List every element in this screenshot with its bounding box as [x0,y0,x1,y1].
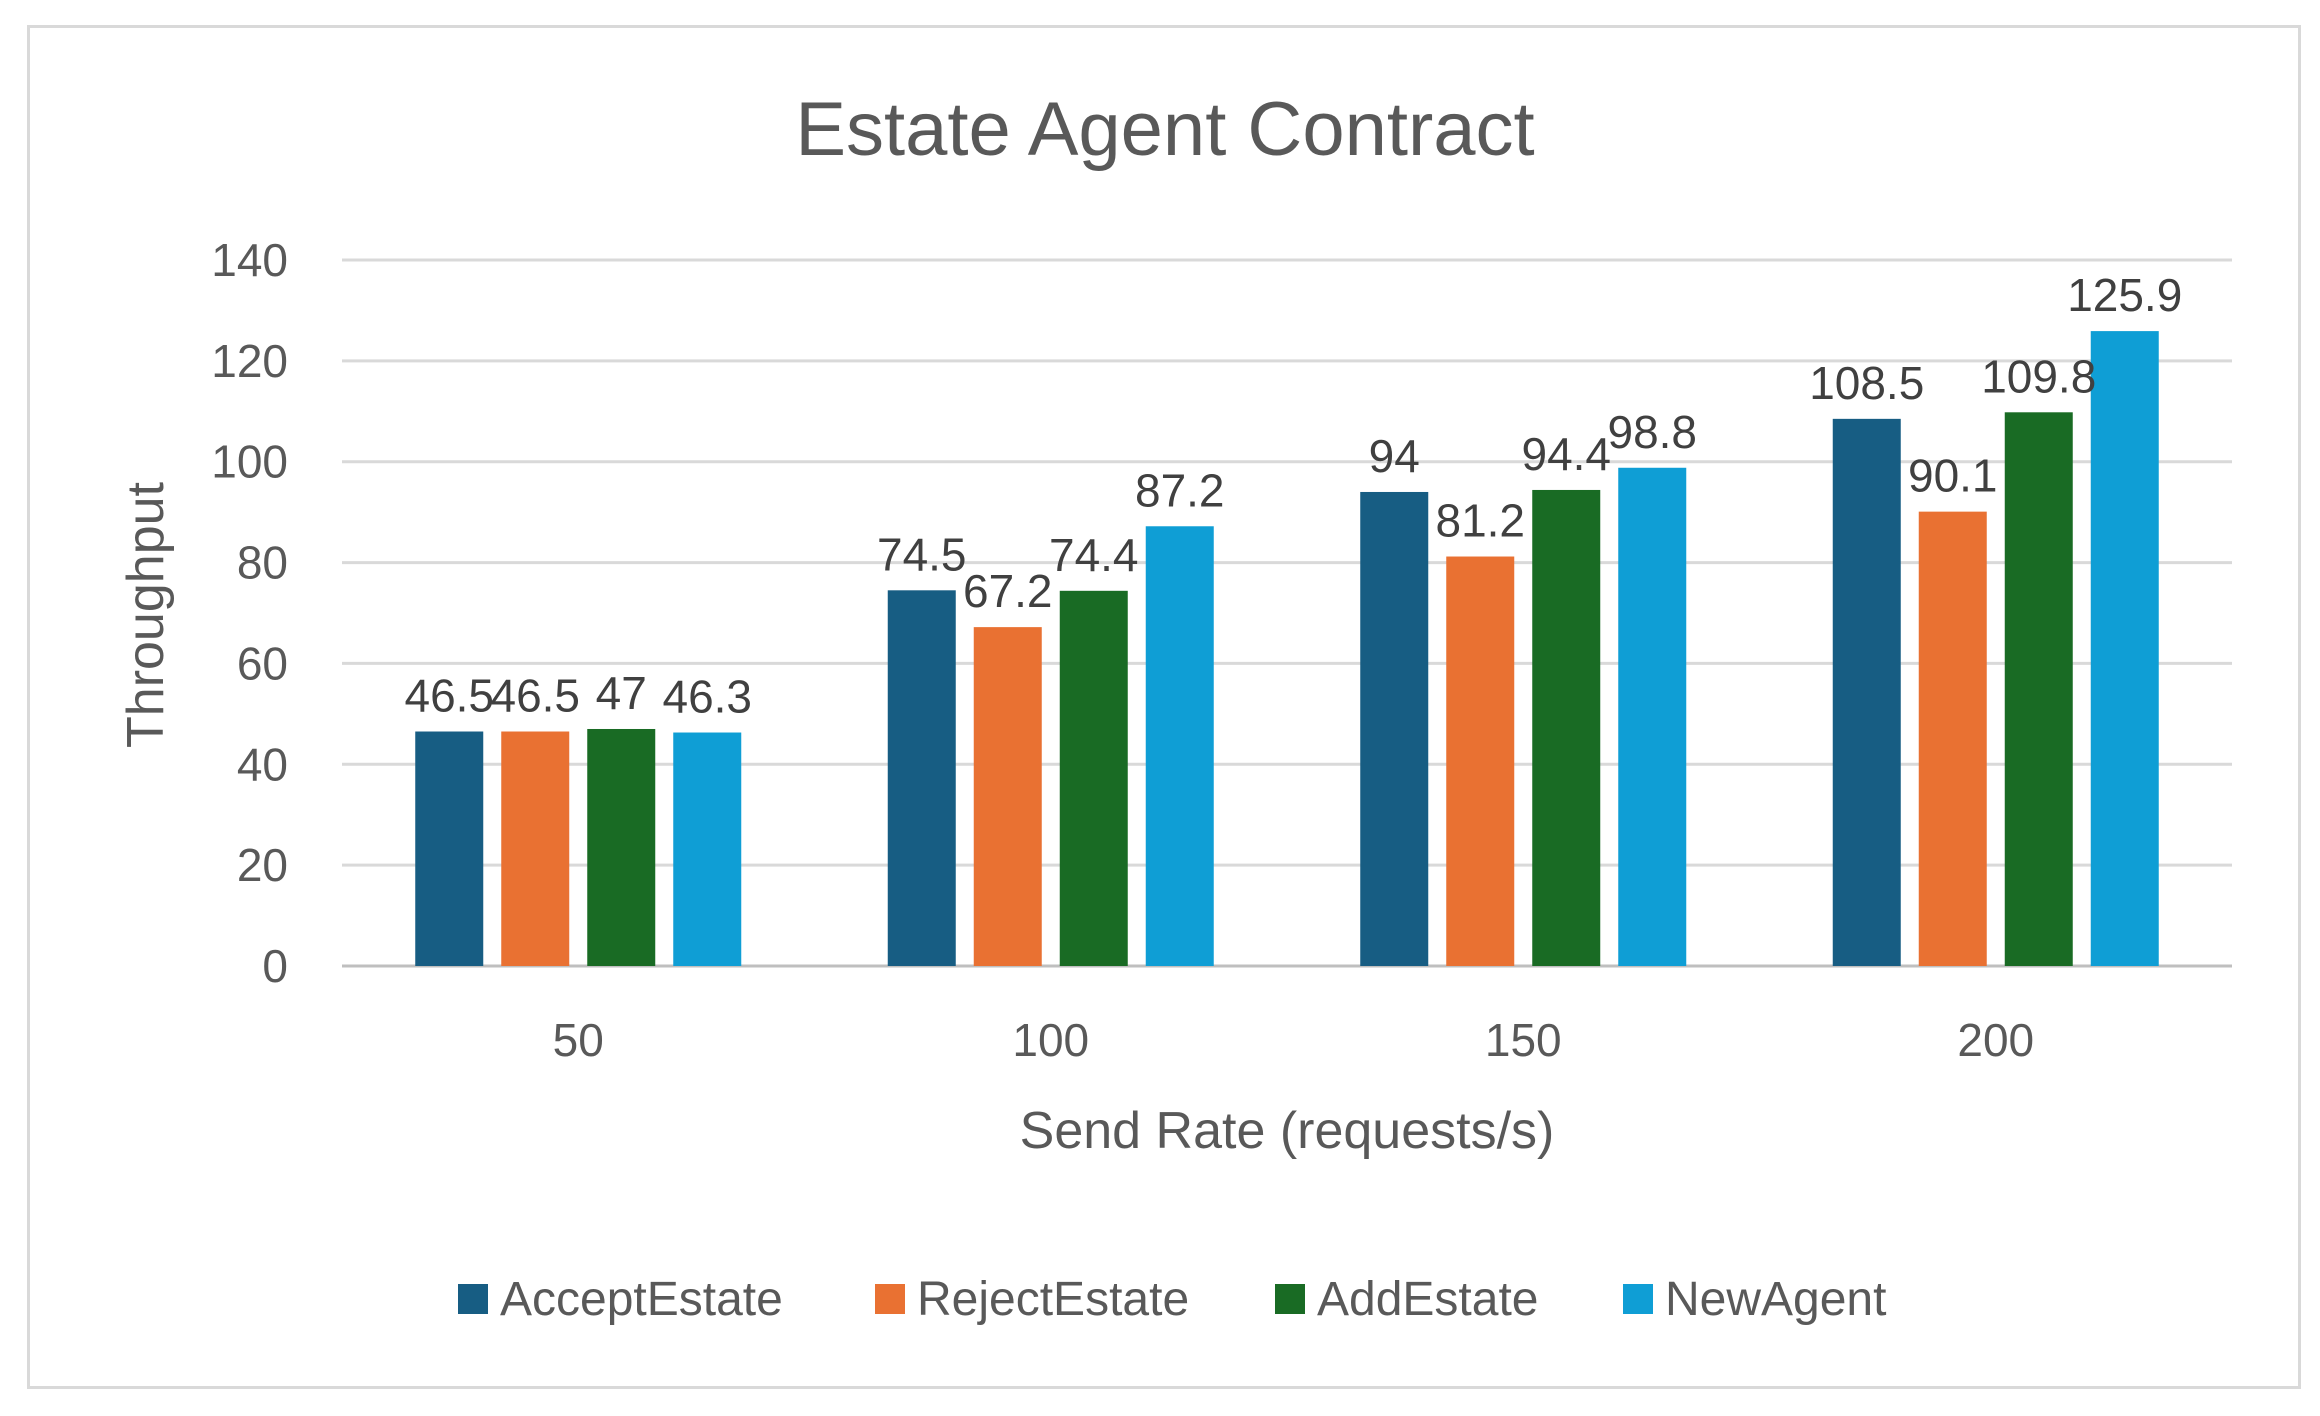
data-label: 90.1 [1908,450,1998,502]
x-tick-label: 150 [1485,1014,1562,1066]
y-tick-label: 60 [237,637,288,689]
data-label: 98.8 [1607,406,1697,458]
gridlines [342,258,2232,968]
legend-label: AddEstate [1317,1273,1538,1326]
data-label: 87.2 [1135,464,1225,516]
legend-item: AcceptEstate [458,1273,783,1326]
bar-AddEstate-150 [1532,489,1601,966]
data-label: 108.5 [1809,357,1924,409]
data-label: 46.5 [490,670,580,722]
legend: AcceptEstate RejectEstate AddEstate NewAgen… [458,1273,1886,1326]
bar-NewAgent-50 [673,732,742,966]
bar-AddEstate-200 [2004,412,2073,966]
y-tick-label: 140 [211,234,288,286]
legend-swatch [875,1284,905,1314]
bar-AcceptEstate-100 [887,590,956,966]
bar-AcceptEstate-150 [1360,491,1429,966]
data-label: 109.8 [1981,350,2096,402]
data-label: 67.2 [963,565,1053,617]
x-tick-label: 200 [1957,1014,2034,1066]
legend-label: AcceptEstate [500,1273,783,1326]
legend-item: NewAgent [1623,1273,1886,1326]
x-tick-label: 100 [1012,1014,1089,1066]
bar-NewAgent-100 [1145,526,1214,966]
data-label: 94 [1369,430,1420,482]
data-label: 94.4 [1521,428,1611,480]
legend-label: NewAgent [1665,1273,1886,1326]
bar-RejectEstate-50 [501,731,570,966]
bar-AddEstate-100 [1059,590,1128,966]
y-tick-label: 100 [211,436,288,488]
data-label: 81.2 [1435,495,1525,547]
bar-NewAgent-150 [1618,467,1687,966]
tick-labels: 0 20 40 60 80 100 120 140 50 100 150 200 [211,234,2034,1066]
data-label: 125.9 [2067,269,2182,321]
y-tick-label: 80 [237,537,288,589]
y-tick-label: 40 [237,738,288,790]
legend-item: RejectEstate [875,1273,1189,1326]
legend-swatch [1275,1284,1305,1314]
bar-RejectEstate-150 [1446,556,1515,966]
y-tick-label: 20 [237,839,288,891]
y-axis-title: Throughput [117,481,175,748]
y-tick-label: 0 [262,940,288,992]
data-label: 46.3 [662,671,752,723]
legend-swatch [1623,1284,1653,1314]
bar-RejectEstate-100 [973,627,1042,966]
bar-NewAgent-200 [2090,331,2159,967]
bars [415,331,2159,967]
legend-swatch [458,1284,488,1314]
bar-AcceptEstate-50 [415,731,484,966]
bar-AcceptEstate-200 [1832,418,1901,967]
bar-AddEstate-50 [587,728,656,966]
data-label: 74.5 [877,528,967,580]
legend-label: RejectEstate [917,1273,1189,1326]
legend-item: AddEstate [1275,1273,1538,1326]
chart-title: Estate Agent Contract [795,87,1534,172]
x-tick-label: 50 [553,1014,604,1066]
data-label: 74.4 [1049,529,1139,581]
data-label: 46.5 [404,670,494,722]
data-labels: 46.546.5 47 46.3 74.567.274.4 87.2 94 81.2 94.4… [404,269,2182,722]
y-tick-label: 120 [211,335,288,387]
data-label: 47 [596,667,647,719]
x-axis-title: Send Rate (requests/s) [1020,1102,1555,1160]
bar-RejectEstate-200 [1918,511,1987,966]
